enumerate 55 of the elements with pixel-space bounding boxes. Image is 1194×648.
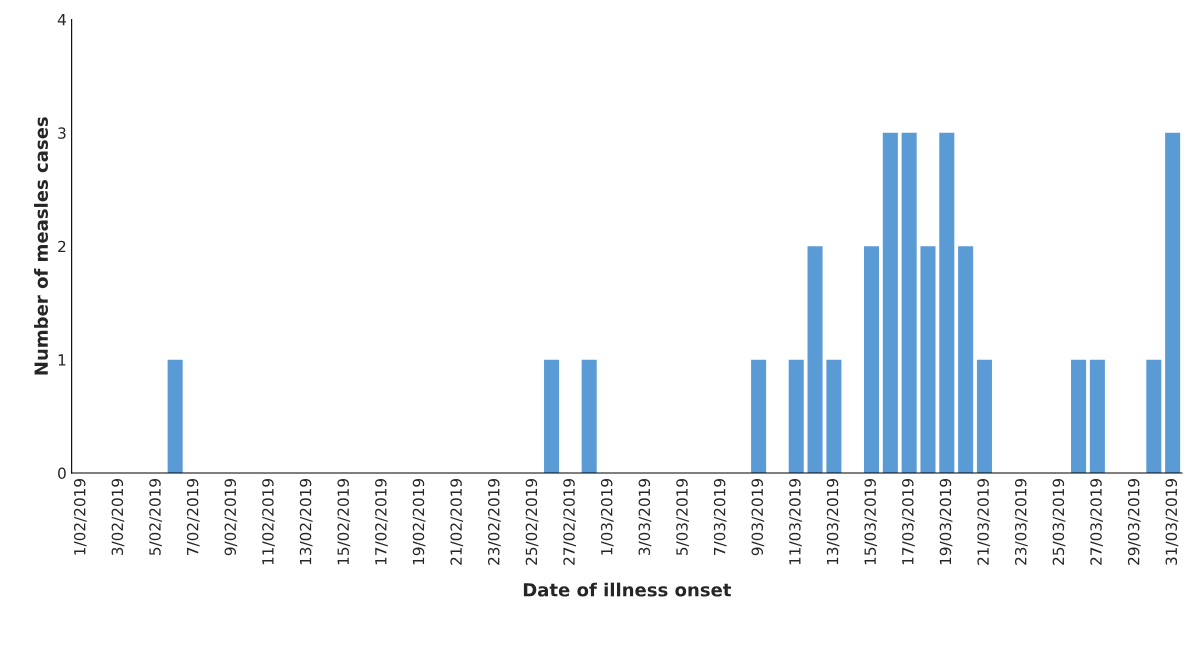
bar <box>544 359 560 474</box>
x-tick-label: 29/03/2019 <box>1127 478 1141 565</box>
x-axis-title: Date of illness onset <box>523 582 732 597</box>
x-tick-label: 23/02/2019 <box>487 478 501 565</box>
bar <box>1071 359 1087 474</box>
x-tick-label: 7/03/2019 <box>713 478 727 555</box>
bar <box>939 132 955 474</box>
x-tick-label: 25/03/2019 <box>1052 478 1066 565</box>
x-tick-label: 9/02/2019 <box>224 478 238 556</box>
bar <box>751 359 767 474</box>
y-axis-title: Number of measles cases <box>34 117 48 375</box>
x-tick-label: 21/02/2019 <box>450 478 464 565</box>
x-tick-label: 1/03/2019 <box>600 478 614 555</box>
bar <box>788 359 804 474</box>
bar <box>167 359 183 474</box>
x-tick-label: 3/03/2019 <box>638 478 652 556</box>
x-tick-label: 3/02/2019 <box>111 478 125 556</box>
x-tick-label: 15/03/2019 <box>864 478 878 565</box>
x-tick-label: 25/02/2019 <box>525 478 539 565</box>
x-tick-label: 17/03/2019 <box>902 478 915 565</box>
y-tick-label: 4 <box>57 14 66 26</box>
bar <box>882 132 898 474</box>
x-tick-label: 1/02/2019 <box>73 478 87 555</box>
y-tick-label: 3 <box>58 127 66 139</box>
x-tick-label: 19/03/2019 <box>939 478 953 565</box>
bar <box>1089 359 1105 474</box>
y-tick-label: 0 <box>58 467 66 480</box>
x-tick-label: 27/03/2019 <box>1090 478 1103 565</box>
bar <box>920 246 936 474</box>
bar <box>1146 359 1162 474</box>
x-tick-label: 7/02/2019 <box>186 478 200 555</box>
y-tick-label: 2 <box>58 240 66 253</box>
x-tick-label: 19/02/2019 <box>412 478 426 565</box>
x-tick-label: 15/02/2019 <box>337 478 351 565</box>
y-tick-label: 1 <box>58 354 66 366</box>
x-tick-label: 13/03/2019 <box>826 478 840 565</box>
bar <box>1165 132 1181 474</box>
x-tick-label: 23/03/2019 <box>1014 478 1028 565</box>
x-tick-label: 11/03/2019 <box>789 478 802 565</box>
x-tick-label: 17/02/2019 <box>375 478 388 565</box>
bar <box>863 246 880 474</box>
bar <box>958 246 974 474</box>
bar <box>901 132 917 474</box>
bar <box>976 359 992 474</box>
x-tick-label: 9/03/2019 <box>751 478 765 556</box>
x-tick-label: 5/02/2019 <box>149 478 162 556</box>
x-tick-label: 13/02/2019 <box>299 478 313 565</box>
x-tick-label: 11/02/2019 <box>262 478 275 565</box>
x-tick-label: 21/03/2019 <box>977 478 991 565</box>
bar <box>581 359 597 474</box>
x-tick-label: 31/03/2019 <box>1165 478 1179 565</box>
x-tick-label: 5/03/2019 <box>676 478 689 556</box>
bar <box>807 246 823 474</box>
x-tick-label: 27/02/2019 <box>563 478 577 565</box>
bar <box>826 359 842 474</box>
